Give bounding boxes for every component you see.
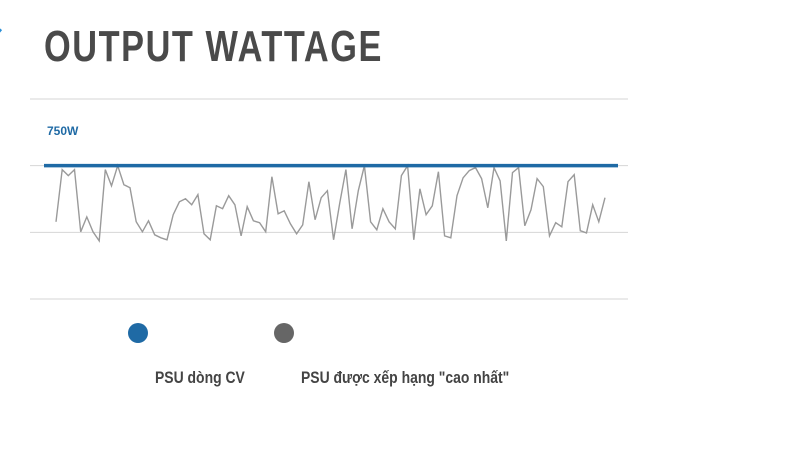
legend-label-rated: PSU được xếp hạng "cao nhất": [301, 368, 510, 387]
legend-label-cv: PSU dòng CV: [155, 368, 245, 387]
legend-dot-cv: [128, 323, 148, 343]
annotation-750w: 750W: [47, 124, 79, 138]
series-line-rated: [55, 163, 606, 243]
legend-dot-rated: [274, 323, 294, 343]
chart-title: OUTPUT WATTAGE: [44, 22, 383, 71]
